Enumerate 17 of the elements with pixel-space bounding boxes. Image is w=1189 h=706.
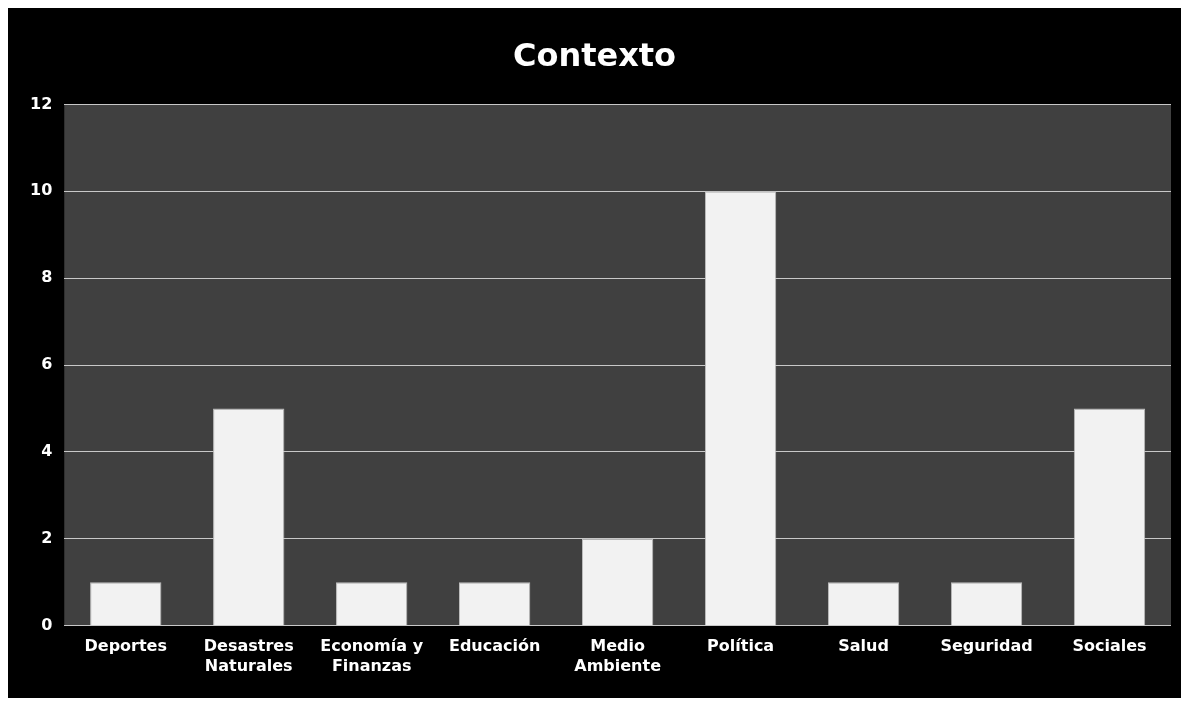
chart-title: Contexto bbox=[512, 35, 677, 74]
y-tick-label: 4 bbox=[41, 441, 53, 461]
x-tick-label: Medio Ambiente bbox=[574, 636, 662, 675]
x-tick-label: Desastres Naturales bbox=[203, 636, 294, 675]
x-tick-label: Seguridad bbox=[940, 636, 1033, 656]
x-tick-label: Economía y Finanzas bbox=[320, 636, 424, 675]
y-tick-label: 10 bbox=[30, 180, 53, 200]
y-tick-label: 0 bbox=[41, 614, 53, 634]
x-tick-label: Sociales bbox=[1072, 636, 1147, 656]
x-tick-label: Deportes bbox=[84, 636, 167, 656]
y-tick-label: 2 bbox=[41, 527, 53, 547]
y-tick-label: 12 bbox=[30, 93, 53, 113]
y-tick-label: 6 bbox=[41, 354, 53, 374]
x-tick-label: Política bbox=[707, 636, 775, 656]
x-tick-label: Salud bbox=[838, 636, 889, 656]
x-tick-label: Educación bbox=[448, 636, 541, 656]
y-tick-label: 8 bbox=[41, 267, 53, 287]
